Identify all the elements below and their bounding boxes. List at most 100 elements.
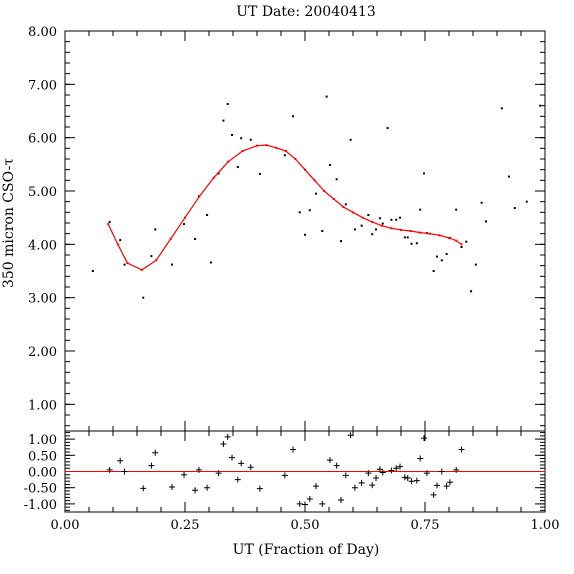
residual-point xyxy=(181,471,188,478)
data-point xyxy=(395,218,398,221)
x-tick-label: 1.00 xyxy=(531,518,560,533)
fit-point xyxy=(256,144,258,147)
fit-point xyxy=(460,243,463,246)
data-point xyxy=(183,223,186,226)
fit-point xyxy=(313,179,316,182)
y-tick-label: 0.00 xyxy=(28,466,57,481)
residual-point xyxy=(319,500,326,507)
data-point xyxy=(344,203,347,206)
data-point xyxy=(240,137,243,140)
residual-point xyxy=(373,474,380,481)
data-point xyxy=(298,211,301,214)
y-tick-label: 5.00 xyxy=(28,185,57,200)
fit-point xyxy=(126,262,129,264)
residual-point xyxy=(404,474,411,481)
fit-point xyxy=(294,158,297,160)
fit-point xyxy=(227,160,230,163)
data-point xyxy=(360,224,363,227)
fit-point xyxy=(284,150,287,152)
data-point xyxy=(150,255,153,258)
fit-point xyxy=(212,176,215,179)
residual-point xyxy=(281,472,288,479)
data-point xyxy=(445,252,448,255)
residual-point xyxy=(306,496,313,503)
residual-point xyxy=(326,457,333,464)
chart-title: UT Date: 20040413 xyxy=(236,4,376,20)
residual-point xyxy=(379,469,386,476)
residual-point xyxy=(169,484,176,491)
residual-point xyxy=(121,468,128,475)
residual-point xyxy=(453,466,460,473)
residual-point xyxy=(106,466,113,473)
data-point xyxy=(206,214,209,216)
data-point xyxy=(304,233,306,236)
residual-point xyxy=(204,484,211,491)
fit-point xyxy=(380,224,383,227)
y-tick-label: 3.00 xyxy=(28,292,57,307)
residual-point xyxy=(388,467,395,474)
residual-point xyxy=(290,446,296,453)
residual-point xyxy=(438,468,445,475)
residual-point xyxy=(256,485,263,492)
data-point xyxy=(119,239,122,242)
fit-point xyxy=(428,232,431,235)
fit-point xyxy=(169,238,172,240)
residual-point xyxy=(351,484,358,491)
y-tick-label: 1.00 xyxy=(28,398,57,413)
fit-point xyxy=(455,239,458,242)
residual-point xyxy=(333,462,340,469)
data-point xyxy=(500,107,503,110)
fit-point xyxy=(323,190,326,192)
residual-point xyxy=(369,482,376,489)
plot-frame xyxy=(64,30,546,432)
data-point xyxy=(406,236,409,239)
residual-point xyxy=(443,483,450,490)
residual-point xyxy=(376,466,383,473)
residual-point xyxy=(195,466,202,473)
x-axis-title: UT (Fraction of Day) xyxy=(233,542,380,558)
residual-point xyxy=(296,500,303,507)
residual-point xyxy=(140,485,147,492)
data-point xyxy=(123,263,126,266)
residual-point xyxy=(434,482,440,489)
x-tick-label: 0.25 xyxy=(171,518,200,533)
data-point xyxy=(315,192,318,195)
residual-point xyxy=(397,463,404,470)
fit-point xyxy=(400,228,402,231)
data-point xyxy=(474,263,477,266)
y-tick-label: 8.00 xyxy=(28,25,57,40)
data-point xyxy=(432,270,435,272)
fit-point xyxy=(116,243,119,246)
residual-point xyxy=(247,464,254,471)
data-point xyxy=(415,242,418,245)
residual-point xyxy=(342,472,349,479)
data-point xyxy=(91,270,94,272)
residual-point xyxy=(229,454,236,461)
y-tick-label: 2.00 xyxy=(28,345,57,360)
residual-point xyxy=(313,483,320,490)
data-point xyxy=(308,209,311,212)
data-point xyxy=(513,207,516,210)
fit-point xyxy=(107,223,110,226)
y-tick-label: -1.00 xyxy=(24,498,57,513)
fit-point xyxy=(140,268,143,271)
fit-point xyxy=(438,234,441,237)
data-point xyxy=(231,134,234,136)
data-point xyxy=(258,172,261,175)
y-tick-label: 1.00 xyxy=(28,433,57,448)
data-point xyxy=(484,220,487,223)
y-tick-label: -0.50 xyxy=(24,482,57,497)
residual-point xyxy=(417,455,424,462)
fit-point xyxy=(352,211,354,214)
y-tick-label: 4.00 xyxy=(28,238,57,253)
data-point xyxy=(236,166,239,168)
data-point xyxy=(349,138,352,141)
data-point xyxy=(508,175,510,178)
data-point xyxy=(321,230,324,232)
data-point xyxy=(142,296,145,299)
data-point xyxy=(440,259,443,262)
data-point xyxy=(465,240,468,243)
data-point xyxy=(194,238,197,240)
data-point xyxy=(283,154,286,157)
residual-point xyxy=(423,470,430,477)
